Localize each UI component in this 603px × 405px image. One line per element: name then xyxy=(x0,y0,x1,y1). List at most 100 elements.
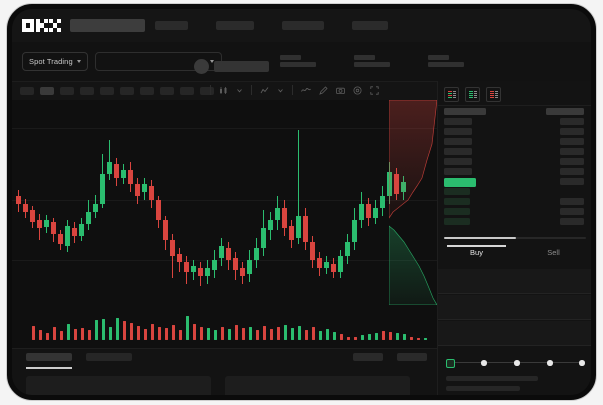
slider-stop-50[interactable] xyxy=(514,360,520,366)
orderbook-row[interactable] xyxy=(444,188,470,195)
stat-block-2 xyxy=(428,55,464,77)
toolbar-divider xyxy=(292,85,293,95)
volume-bar xyxy=(144,329,147,340)
orderbook-row[interactable] xyxy=(444,108,486,115)
volume-bar xyxy=(130,323,133,340)
orderbook-row-value[interactable] xyxy=(560,138,584,145)
tab-buy[interactable]: Buy xyxy=(470,248,483,257)
slider-stop-100[interactable] xyxy=(579,360,585,366)
volume-bar xyxy=(361,335,364,340)
orderbook-row[interactable] xyxy=(444,158,472,165)
volume-series xyxy=(12,305,437,348)
global-search-input[interactable] xyxy=(70,19,145,32)
volume-bar xyxy=(200,327,203,340)
volume-bar xyxy=(116,318,119,340)
orderbook-scrollbar-thumb[interactable] xyxy=(444,237,516,239)
orderbook-row-value[interactable] xyxy=(560,218,584,225)
orderbook-row[interactable] xyxy=(444,128,472,135)
nav-item-0[interactable] xyxy=(155,21,188,30)
volume-bar xyxy=(74,329,77,340)
tab-sell[interactable]: Sell xyxy=(547,248,560,257)
timeframe-button-9[interactable] xyxy=(200,86,214,95)
line-tool-icon[interactable] xyxy=(301,86,311,94)
timeframe-button-1[interactable] xyxy=(40,86,54,95)
depth-overlay xyxy=(389,100,437,305)
volume-bar xyxy=(333,332,336,340)
timeframe-button-3[interactable] xyxy=(80,86,94,95)
price-chart[interactable] xyxy=(12,100,437,348)
orderbook-row-value[interactable] xyxy=(560,158,584,165)
chart-gridline xyxy=(12,260,437,261)
volume-bar xyxy=(340,334,343,340)
nav-item-1[interactable] xyxy=(216,21,254,30)
okx-logo-icon[interactable] xyxy=(22,19,62,32)
chevron-down-icon[interactable] xyxy=(236,87,243,94)
settings-icon[interactable] xyxy=(353,86,362,95)
volume-bar xyxy=(158,327,161,340)
timeframe-button-0[interactable] xyxy=(20,86,34,95)
orderbook-row[interactable] xyxy=(444,118,472,125)
orderbook-row-value[interactable] xyxy=(560,118,584,125)
volume-bar xyxy=(165,328,168,340)
order-card[interactable] xyxy=(26,376,211,395)
orders-action-1[interactable] xyxy=(397,353,427,361)
orders-action-0[interactable] xyxy=(353,353,383,361)
slider-handle[interactable] xyxy=(446,358,455,368)
slider-stop-25[interactable] xyxy=(481,360,487,366)
candlestick-series xyxy=(12,100,437,305)
timeframe-button-5[interactable] xyxy=(120,86,134,95)
fullscreen-icon[interactable] xyxy=(370,85,379,95)
orderbook-row-value[interactable] xyxy=(560,168,584,175)
orderbook-row-value[interactable] xyxy=(546,108,584,115)
orderbook-row[interactable] xyxy=(444,208,470,215)
total-field[interactable] xyxy=(438,321,591,346)
orderbook-row-value[interactable] xyxy=(560,148,584,155)
orders-actions xyxy=(353,353,427,361)
orderbook-rows[interactable] xyxy=(438,108,591,233)
volume-bar xyxy=(382,331,385,340)
chevron-down-icon[interactable] xyxy=(277,87,284,94)
chart-gridline xyxy=(12,128,437,129)
orderbook-row[interactable] xyxy=(444,138,472,145)
orderbook-row[interactable] xyxy=(444,148,472,155)
orderbook-row-value[interactable] xyxy=(560,128,584,135)
timeframe-button-4[interactable] xyxy=(100,86,114,95)
nav-item-3[interactable] xyxy=(352,21,388,30)
order-card[interactable] xyxy=(225,376,410,395)
orderbook-trade-panel: Buy Sell xyxy=(437,81,591,395)
orderbook-row-value[interactable] xyxy=(560,208,584,215)
tab-order-history[interactable] xyxy=(86,353,132,361)
volume-bar xyxy=(270,329,273,340)
orderbook-row-value[interactable] xyxy=(560,198,584,205)
tab-open-orders[interactable] xyxy=(26,353,72,361)
indicator-icon[interactable] xyxy=(260,86,269,95)
candlestick-icon[interactable] xyxy=(219,86,228,95)
price-field[interactable] xyxy=(438,269,591,294)
orderbook-divider xyxy=(438,105,591,106)
amount-percent-slider[interactable] xyxy=(446,358,585,368)
orderbook-asks-icon[interactable] xyxy=(486,87,501,102)
orderbook-row-value[interactable] xyxy=(560,178,584,185)
orderbook-both-icon[interactable] xyxy=(444,87,459,102)
orderbook-row[interactable] xyxy=(444,168,472,175)
camera-icon[interactable] xyxy=(336,86,345,95)
timeframe-button-7[interactable] xyxy=(160,86,174,95)
orderbook-bids-icon[interactable] xyxy=(465,87,480,102)
volume-bar xyxy=(88,330,91,340)
market-stats xyxy=(280,55,580,77)
toolbar-divider xyxy=(251,85,252,95)
timeframe-button-2[interactable] xyxy=(60,86,74,95)
stat-value xyxy=(280,62,316,67)
market-type-selector[interactable]: Spot Trading xyxy=(22,52,88,71)
pencil-icon[interactable] xyxy=(319,85,328,95)
orderbook-spread-row[interactable] xyxy=(444,178,476,187)
volume-bar xyxy=(46,333,49,340)
nav-item-2[interactable] xyxy=(282,21,324,30)
orderbook-row[interactable] xyxy=(444,198,470,205)
timeframe-button-8[interactable] xyxy=(180,86,194,95)
chevron-down-icon xyxy=(210,60,214,63)
amount-field[interactable] xyxy=(438,295,591,320)
timeframe-button-6[interactable] xyxy=(140,86,154,95)
slider-stop-75[interactable] xyxy=(547,360,553,366)
orderbook-row[interactable] xyxy=(444,218,470,225)
